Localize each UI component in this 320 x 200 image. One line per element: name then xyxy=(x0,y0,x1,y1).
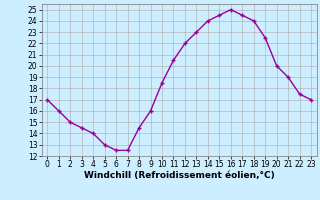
X-axis label: Windchill (Refroidissement éolien,°C): Windchill (Refroidissement éolien,°C) xyxy=(84,171,275,180)
